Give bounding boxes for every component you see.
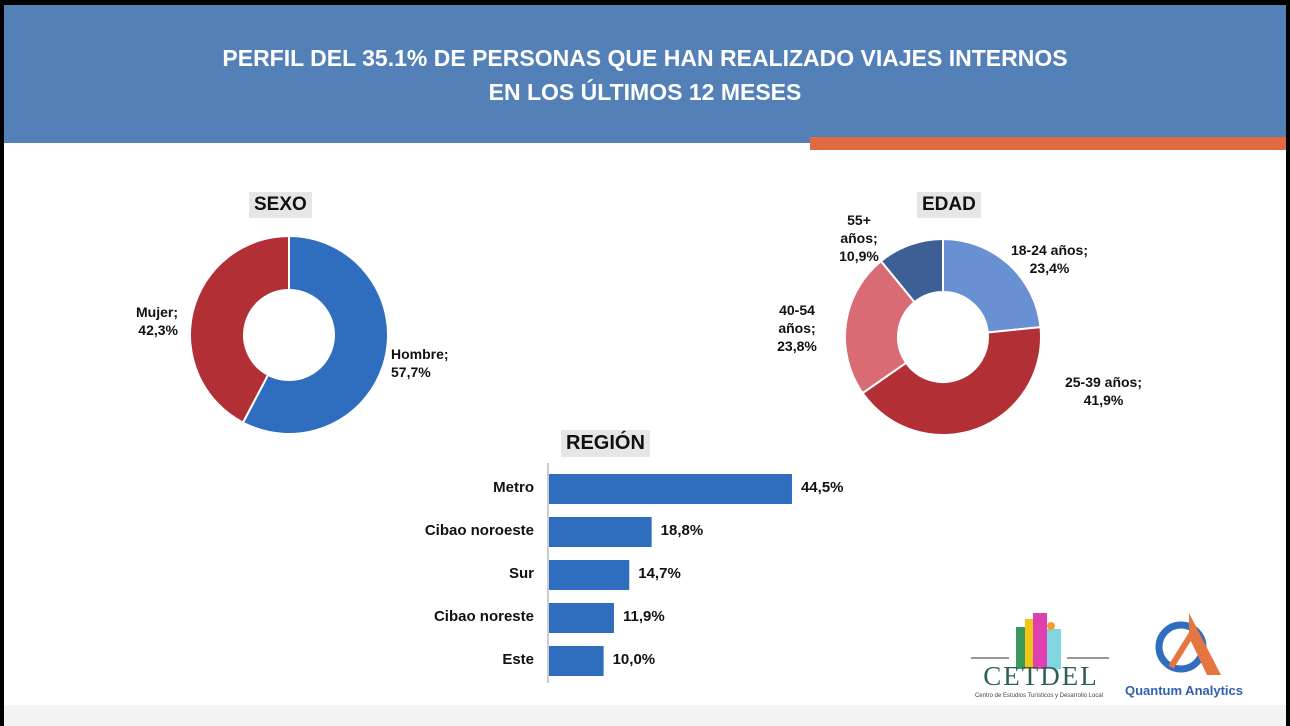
sexo-slice-1	[189, 234, 290, 424]
title-line-1: PERFIL DEL 35.1% DE PERSONAS QUE HAN REA…	[222, 45, 1068, 71]
bar-1	[549, 517, 652, 547]
value-label: 44,5%	[800, 479, 844, 496]
qa-wordmark: Quantum Analytics	[1125, 683, 1243, 698]
category-label: Metro	[493, 479, 534, 496]
cetdel-logo-icon	[971, 613, 1221, 675]
label-25-39: 25-39 años; 41,9%	[1064, 374, 1143, 408]
label-40-54: 40-54 años; 23,8%	[777, 302, 817, 354]
accent-bar	[810, 137, 1286, 150]
header-banner: PERFIL DEL 35.1% DE PERSONAS QUE HAN REA…	[4, 5, 1286, 143]
region-title: REGIÓN	[561, 430, 650, 457]
qa-logo-icon	[1155, 613, 1221, 675]
label-hombre: Hombre; 57,7%	[391, 346, 449, 380]
category-label: Cibao noreste	[433, 608, 534, 625]
category-label: Este	[502, 651, 534, 668]
charts-canvas	[189, 234, 1042, 683]
edad-slice-0	[942, 237, 1042, 334]
bar-0	[549, 474, 792, 504]
page-title: PERFIL DEL 35.1% DE PERSONAS QUE HAN REA…	[4, 41, 1286, 109]
value-label: 10,0%	[612, 651, 656, 668]
label-18-24: 18-24 años; 23,4%	[1010, 242, 1089, 276]
sexo-slice-0	[241, 234, 389, 435]
value-label: 18,8%	[660, 522, 704, 539]
bar-2	[549, 560, 630, 590]
category-label: Sur	[508, 565, 534, 582]
value-label: 11,9%	[622, 608, 665, 625]
edad-slice-2	[844, 259, 916, 395]
value-label: 14,7%	[638, 565, 681, 582]
title-line-2: EN LOS ÚLTIMOS 12 MESES	[488, 79, 802, 105]
edad-slice-1	[861, 326, 1042, 436]
slide: PERFIL DEL 35.1% DE PERSONAS QUE HAN REA…	[4, 5, 1286, 726]
sexo-title: SEXO	[249, 192, 312, 218]
logos: CETDEL Centro de Estudios Turísticos y D…	[959, 605, 1279, 705]
label-mujer: Mujer; 42,3%	[135, 304, 178, 338]
bar-3	[549, 603, 614, 633]
footer-strip	[4, 705, 1286, 726]
cetdel-wordmark: CETDEL	[983, 661, 1099, 691]
category-label: Cibao noroeste	[424, 522, 534, 539]
label-55plus: 55+ años; 10,9%	[839, 212, 879, 264]
cetdel-subtitle: Centro de Estudios Turísticos y Desarrol…	[974, 693, 1104, 699]
edad-title: EDAD	[917, 192, 981, 218]
edad-slice-3	[879, 237, 944, 304]
bar-4	[549, 646, 604, 676]
